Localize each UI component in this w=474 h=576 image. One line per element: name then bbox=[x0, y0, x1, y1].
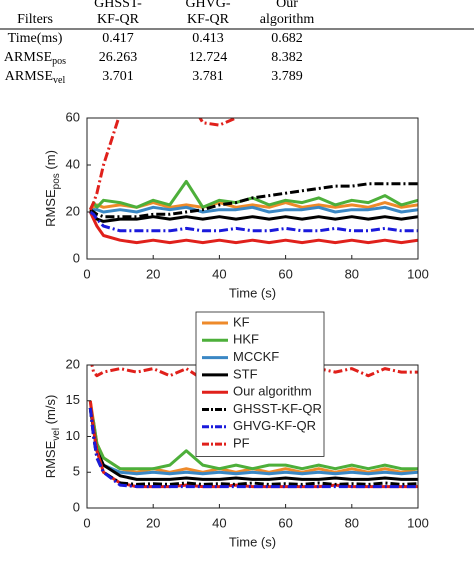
y-axis-label-sub: vel bbox=[51, 428, 62, 441]
series-line bbox=[89, 205, 418, 214]
series-line bbox=[88, 407, 418, 471]
row-label: ARMSEvel bbox=[5, 69, 66, 86]
legend-label: PF bbox=[233, 436, 250, 451]
y-tick-label: 5 bbox=[73, 464, 80, 479]
x-tick-label: 40 bbox=[212, 515, 226, 530]
y-axis-label-unit: (m/s) bbox=[43, 395, 58, 425]
row-label: ARMSEpos bbox=[4, 50, 66, 67]
table-cell: 0.682 bbox=[271, 31, 303, 46]
legend-label: GHVG-KF-QR bbox=[233, 418, 316, 433]
legend-label: KF bbox=[233, 314, 250, 329]
series-line bbox=[88, 407, 418, 486]
series-line bbox=[89, 210, 418, 233]
x-tick-label: 80 bbox=[345, 515, 359, 530]
x-axis-label: Time (s) bbox=[229, 534, 276, 549]
row-label-main: Time(ms) bbox=[8, 31, 63, 46]
series-line bbox=[88, 211, 418, 245]
table-header: GHSST- bbox=[94, 0, 142, 11]
legend-box bbox=[195, 311, 325, 457]
y-tick-label: 60 bbox=[66, 109, 80, 124]
series-line bbox=[89, 210, 418, 223]
legend-label: Our algorithm bbox=[233, 384, 312, 399]
series-group bbox=[88, 365, 418, 489]
table-cell: 0.417 bbox=[102, 31, 134, 46]
row-label-sub: pos bbox=[52, 56, 66, 67]
table-header: KF-QR bbox=[187, 12, 230, 27]
y-tick-label: 40 bbox=[66, 156, 80, 171]
table: FiltersGHSST-KF-QRGHVG-KF-QROuralgorithm… bbox=[0, 0, 474, 86]
row-label-main: ARMSE bbox=[4, 50, 52, 65]
y-axis-label-sub: pos bbox=[51, 173, 62, 189]
table-cell: 3.781 bbox=[192, 69, 224, 84]
table-cell: 3.789 bbox=[271, 69, 303, 84]
y-tick-label: 15 bbox=[66, 392, 80, 407]
x-tick-label: 0 bbox=[83, 515, 90, 530]
axes-frame bbox=[86, 117, 419, 260]
series-line bbox=[88, 407, 418, 481]
series-line bbox=[88, 407, 418, 476]
x-tick-label: 0 bbox=[83, 266, 90, 281]
x-tick-label: 80 bbox=[345, 266, 359, 281]
legend-label: GHSST-KF-QR bbox=[233, 401, 322, 416]
row-label: Time(ms) bbox=[8, 31, 63, 46]
table-cell: 12.724 bbox=[189, 50, 228, 65]
table-cell: 8.382 bbox=[271, 50, 303, 65]
y-tick-label: 10 bbox=[66, 428, 80, 443]
y-axis-label-unit: (m) bbox=[43, 150, 58, 170]
x-tick-label: 100 bbox=[407, 266, 429, 281]
table-header: algorithm bbox=[260, 12, 315, 27]
series-line bbox=[89, 182, 418, 219]
table-cell: 26.263 bbox=[99, 50, 138, 65]
y-tick-label: 20 bbox=[66, 203, 80, 218]
x-tick-label: 100 bbox=[407, 515, 429, 530]
x-tick-label: 40 bbox=[212, 266, 226, 281]
plot-area bbox=[87, 118, 418, 259]
y-tick-label: 0 bbox=[73, 250, 80, 265]
x-tick-label: 60 bbox=[278, 515, 292, 530]
table-header: KF-QR bbox=[97, 12, 140, 27]
series-group bbox=[88, 118, 418, 245]
y-tick-label: 20 bbox=[66, 356, 80, 371]
table-header: GHVG- bbox=[185, 0, 230, 11]
legend-label: STF bbox=[233, 366, 258, 381]
y-axis-label-main: RMSE bbox=[43, 189, 58, 227]
table-cell: 0.413 bbox=[192, 31, 224, 46]
row-label-sub: vel bbox=[53, 75, 65, 86]
series-line bbox=[89, 201, 418, 213]
series-line bbox=[88, 407, 418, 489]
legend: KF HKF MCCKF STF Our algorithm GHSST-KF-QR GHV… bbox=[195, 311, 325, 457]
y-axis-label-main: RMSE bbox=[43, 440, 58, 478]
y-axis-label: RMSEpos (m) bbox=[43, 150, 61, 227]
row-label-main: ARMSE bbox=[5, 69, 53, 84]
x-tick-label: 60 bbox=[278, 266, 292, 281]
table-header: Filters bbox=[17, 12, 53, 27]
legend-label: HKF bbox=[233, 332, 259, 347]
y-axis-label: RMSEvel (m/s) bbox=[43, 395, 61, 479]
table-header: Our bbox=[276, 0, 298, 11]
table-cell: 3.701 bbox=[102, 69, 134, 84]
legend-label: MCCKF bbox=[233, 349, 279, 364]
x-tick-label: 20 bbox=[146, 266, 160, 281]
x-tick-label: 20 bbox=[146, 515, 160, 530]
x-axis-label: Time (s) bbox=[229, 285, 276, 300]
y-tick-label: 0 bbox=[73, 499, 80, 514]
